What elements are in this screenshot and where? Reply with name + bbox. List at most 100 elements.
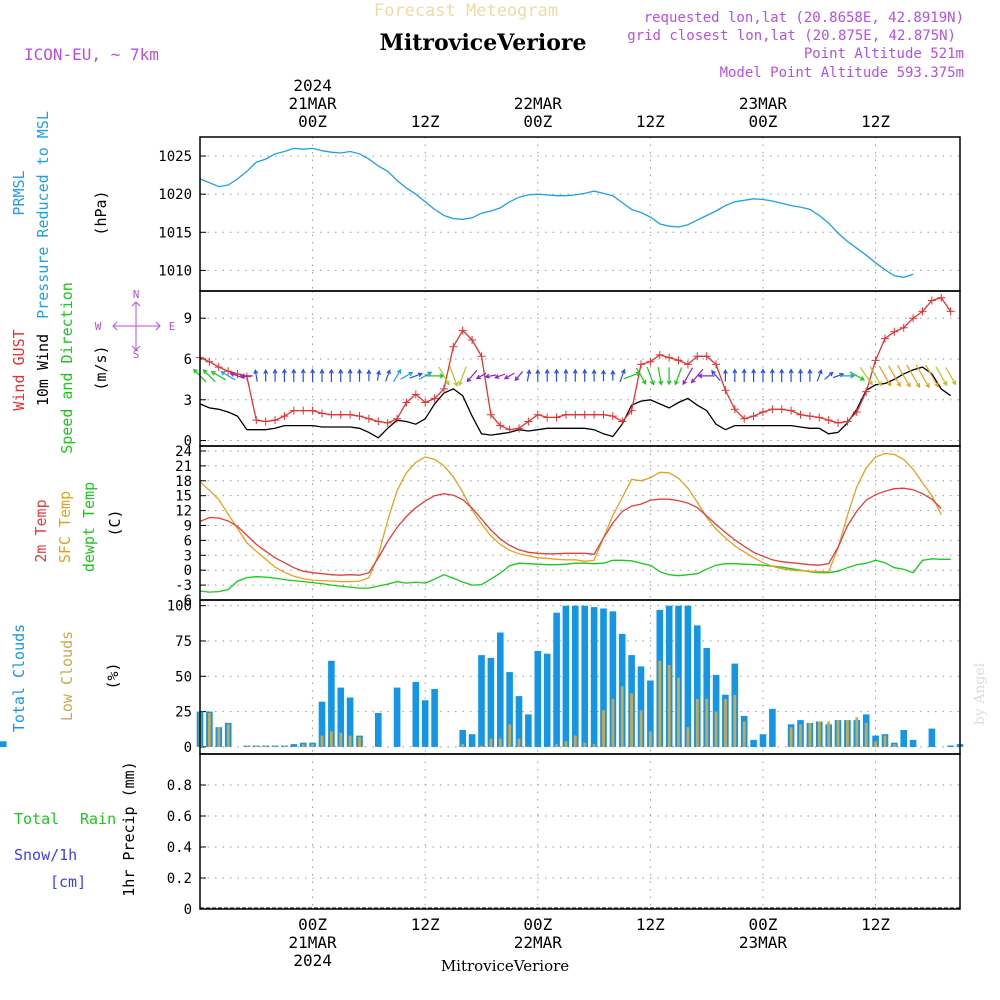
- wind-arrow: [878, 365, 892, 387]
- wind-arrow: [281, 368, 287, 383]
- gust-point: [289, 406, 298, 415]
- pressure-grid: [200, 137, 960, 291]
- total-cloud-bar: [675, 605, 682, 747]
- gust-point: [233, 369, 242, 378]
- wind-arrow: [849, 371, 865, 381]
- y-tick-label: 12: [175, 504, 192, 520]
- low-cloud-bar: [301, 744, 305, 747]
- wind-arrow: [779, 368, 785, 383]
- gust-point: [834, 418, 843, 427]
- total-cloud-bar: [928, 728, 936, 747]
- low-cloud-bar: [799, 724, 802, 747]
- gust-point: [515, 424, 524, 433]
- wind-arrow: [220, 371, 236, 381]
- wind-label-gust: Wind GUST: [10, 329, 28, 410]
- gust-point: [702, 352, 711, 361]
- low-cloud-bar: [226, 724, 230, 747]
- total-cloud-bar: [290, 744, 298, 747]
- wind-arrow: [619, 368, 626, 383]
- bottom-time-label: 12Z: [411, 915, 440, 934]
- gust-point: [205, 357, 214, 366]
- total-cloud-bar: [0, 741, 7, 747]
- wind-arrow: [572, 368, 578, 382]
- y-tick-label: 18: [175, 474, 192, 490]
- low-cloud-bar: [339, 732, 343, 747]
- low-cloud-bar: [733, 694, 737, 747]
- total-cloud-bar: [909, 739, 917, 747]
- low-cloud-bar: [358, 737, 361, 747]
- low-cloud-bar: [264, 745, 268, 747]
- gust-point: [918, 307, 927, 316]
- gust-point: [552, 413, 561, 422]
- total-cloud-bar: [412, 681, 420, 747]
- wind-arrow: [816, 369, 823, 382]
- temperature-panel: 2m Temp SFC Temp dewpt Temp (C) -6-30369…: [32, 444, 961, 609]
- model-altitude: Model Point Altitude 593.375m: [720, 65, 964, 81]
- wind-unit: (m/s): [92, 345, 110, 390]
- gust-point: [590, 410, 599, 419]
- clouds-panel: Total Clouds Low Clouds (%) 0 25 50 75 100: [0, 599, 964, 756]
- wind-arrow: [915, 364, 930, 389]
- gust-point: [533, 410, 542, 419]
- wind-arrow: [760, 368, 766, 383]
- wind-arrow: [666, 367, 672, 386]
- t2m-line: [199, 487, 942, 576]
- gust-point: [899, 323, 908, 332]
- gust-point: [411, 390, 420, 399]
- wind-arrow: [366, 369, 372, 382]
- wind-arrow: [945, 367, 957, 386]
- wind-arrow: [357, 368, 362, 382]
- gust-point: [449, 342, 458, 351]
- low-cloud-bar: [480, 745, 483, 747]
- gust-point: [693, 352, 702, 361]
- gust-point: [393, 414, 402, 423]
- total-cloud-bar: [572, 605, 579, 747]
- total-cloud-bar: [337, 687, 345, 747]
- gust-point: [880, 334, 889, 343]
- bottom-time-label: 21MAR: [289, 933, 338, 952]
- gust-point: [927, 296, 936, 305]
- cloud-label-total: Total Clouds: [10, 624, 28, 732]
- wind-arrow: [409, 372, 423, 379]
- gust-point: [683, 360, 692, 369]
- gust-point: [805, 412, 814, 421]
- wind-series: [196, 293, 955, 439]
- gust-point: [618, 417, 627, 426]
- gust-point: [439, 384, 448, 393]
- bottom-time-label: 00Z: [298, 915, 327, 934]
- y-tick-label: 24: [175, 444, 192, 460]
- wind-arrow: [769, 368, 775, 383]
- total-cloud-bar: [712, 674, 720, 747]
- y-tick-label: 0.4: [167, 840, 192, 856]
- gust-point: [252, 416, 261, 425]
- low-cloud-bar: [620, 686, 624, 747]
- gust-point: [796, 410, 805, 419]
- gust-point: [580, 410, 589, 419]
- y-tick-label: -3: [175, 578, 192, 594]
- precip-frame: [199, 753, 961, 910]
- gust-point: [627, 406, 636, 415]
- low-cloud-bar: [320, 735, 324, 747]
- bottom-time-label: 22MAR: [514, 933, 563, 952]
- gust-point: [524, 417, 533, 426]
- wind-arrow: [554, 368, 560, 382]
- pressure-line: [199, 147, 914, 278]
- low-cloud-bar: [602, 710, 605, 747]
- wind-arrow: [674, 367, 683, 386]
- total-cloud-bar: [647, 680, 654, 747]
- total-cloud-bar: [478, 655, 485, 747]
- gust-point: [299, 406, 308, 415]
- total-cloud-bar: [487, 657, 495, 747]
- wind-arrow: [824, 371, 834, 380]
- wind-arrow: [635, 367, 647, 385]
- precip-label-snow: Snow/1h: [14, 846, 77, 864]
- temp-label-dewpt: dewpt Temp: [80, 482, 98, 572]
- y-tick-label: 9: [184, 518, 192, 534]
- top-time-label: 12Z: [636, 112, 665, 131]
- y-tick-label: 1025: [158, 149, 192, 165]
- wind-arrow: [840, 373, 856, 379]
- total-cloud-bar: [759, 734, 767, 747]
- wind-arrow: [466, 369, 478, 383]
- closest-lonlat: grid closest lon,lat (20.875E, 42.875N): [627, 28, 956, 44]
